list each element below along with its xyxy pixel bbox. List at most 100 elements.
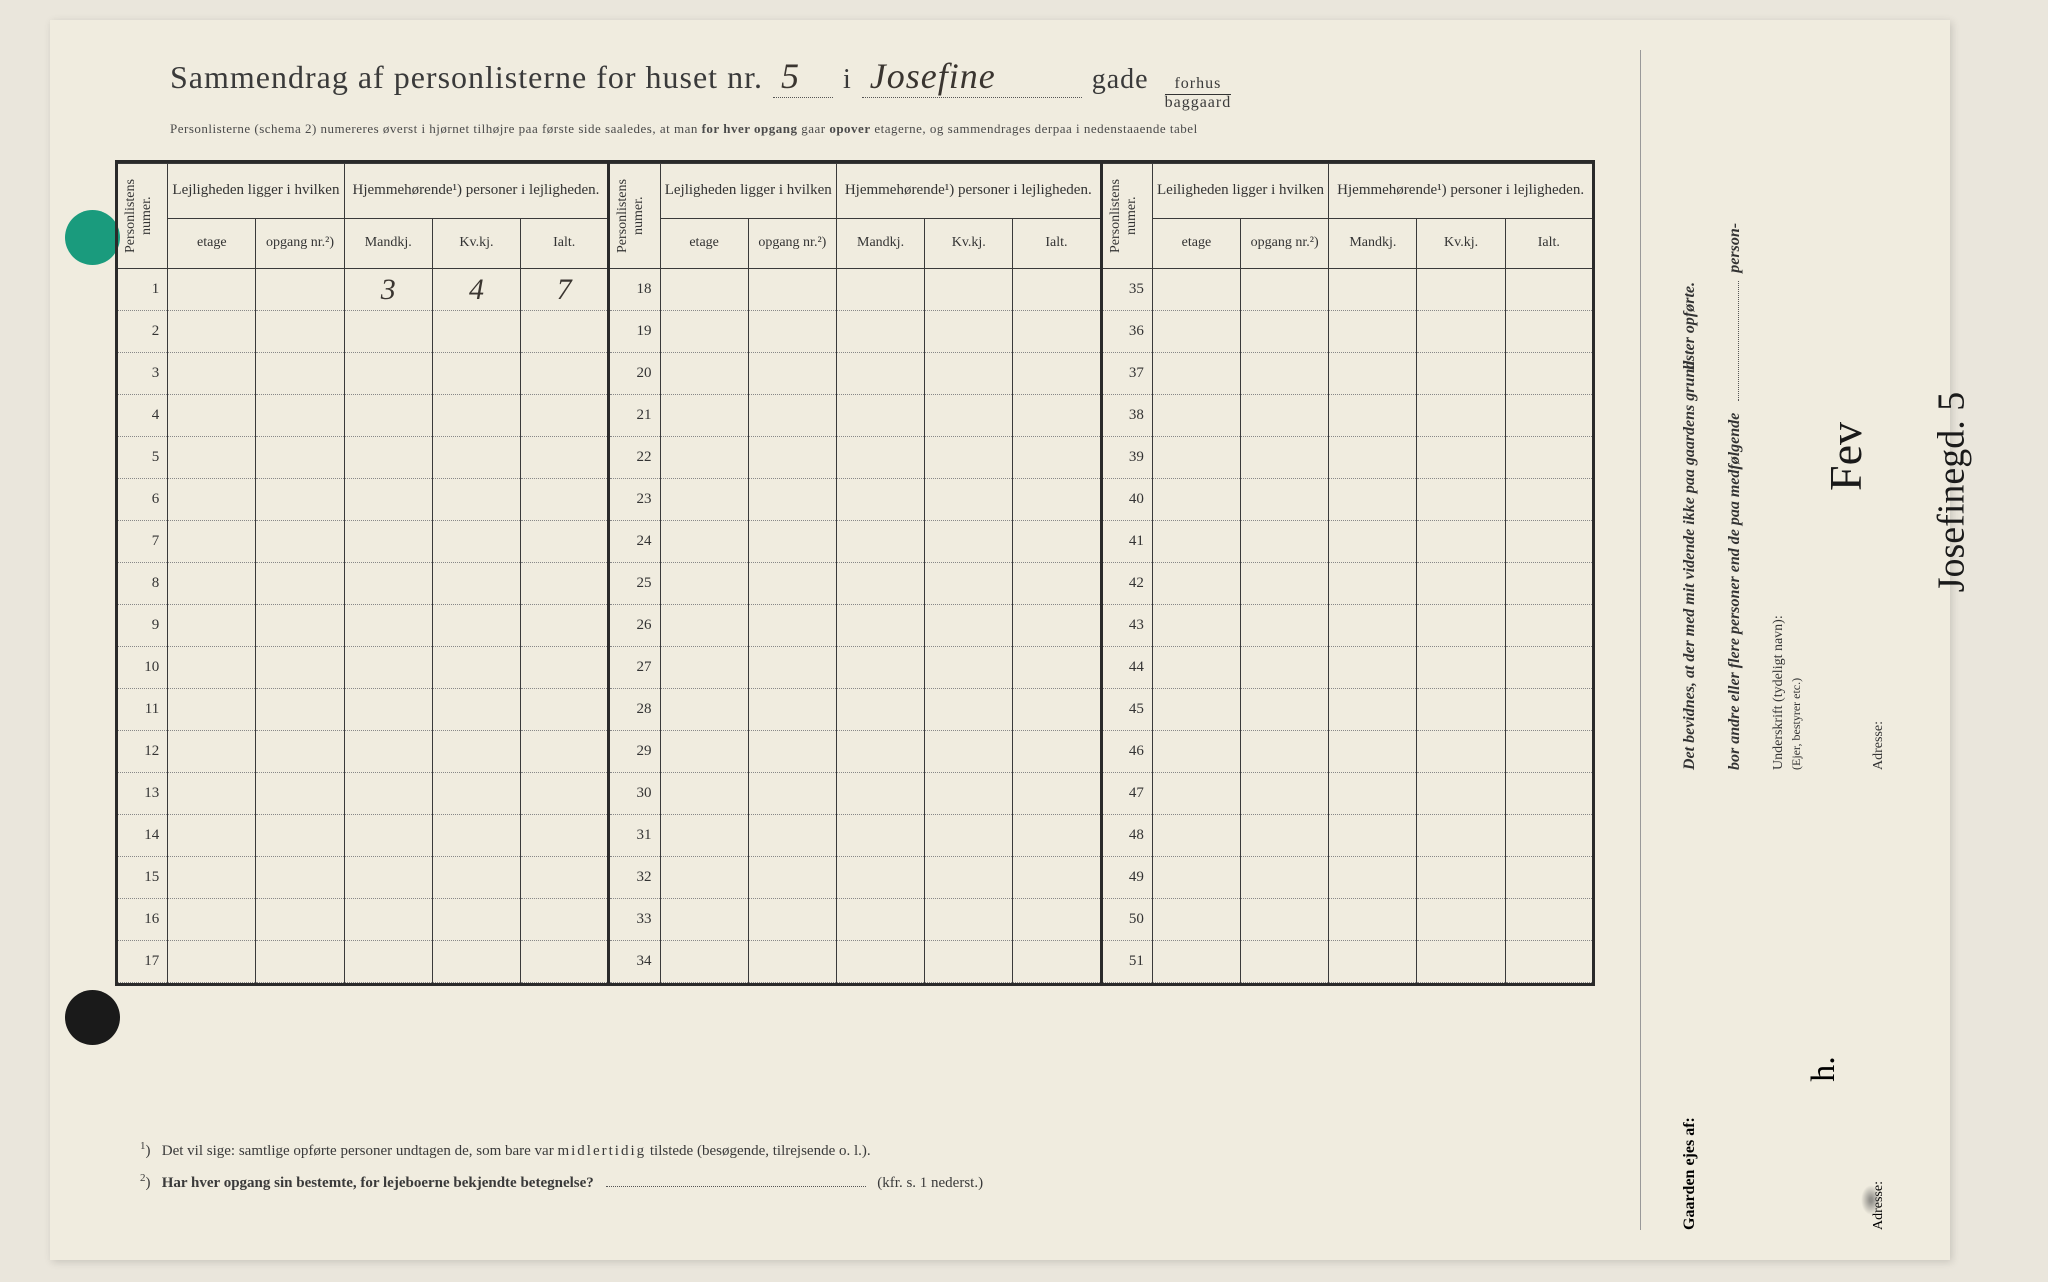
- table-cell: [1505, 689, 1593, 731]
- table-cell: [748, 563, 836, 605]
- table-cell: [836, 395, 924, 437]
- table-cell: [344, 353, 432, 395]
- table-cell: [1013, 437, 1101, 479]
- table-cell: [256, 689, 344, 731]
- table-body: 1347183521936320374213852239623407244182…: [117, 269, 1594, 983]
- footnotes: 1) Det vil sige: samtlige opførte person…: [140, 1140, 1540, 1204]
- table-cell: [836, 647, 924, 689]
- table-cell: [1505, 311, 1593, 353]
- table-cell: 13: [117, 773, 168, 815]
- table-cell: [1241, 647, 1329, 689]
- table-cell: [521, 731, 609, 773]
- table-cell: [748, 437, 836, 479]
- table-cell: [925, 899, 1013, 941]
- sub-etage-3: etage: [1152, 218, 1240, 268]
- table-cell: 4: [117, 395, 168, 437]
- table-cell: 45: [1101, 689, 1152, 731]
- table-cell: 6: [117, 479, 168, 521]
- table-cell: [1329, 563, 1417, 605]
- sub-opgang-2: opgang nr.²): [748, 218, 836, 268]
- table-cell: [256, 731, 344, 773]
- header-block: Sammendrag af personlisterne for huset n…: [170, 55, 1550, 137]
- table-row: 163350: [117, 899, 1594, 941]
- table-cell: 49: [1101, 857, 1152, 899]
- attestation-line3: lister opførte.: [1681, 282, 1699, 370]
- table-cell: [1417, 479, 1505, 521]
- table-cell: [168, 479, 256, 521]
- side-line2: bor andre eller flere personer end de pa…: [1726, 413, 1743, 770]
- table-cell: 22: [609, 437, 660, 479]
- table-cell: [256, 479, 344, 521]
- table-cell: [1241, 269, 1329, 311]
- table-cell: [432, 605, 520, 647]
- table-cell: [521, 311, 609, 353]
- sub-mandkj-1: Mandkj.: [344, 218, 432, 268]
- table-cell: [521, 479, 609, 521]
- table-cell: [660, 521, 748, 563]
- table-cell: [925, 479, 1013, 521]
- col-hjemme-3: Hjemmehørende¹) personer i lejligheden.: [1329, 164, 1594, 219]
- table-row: 102744: [117, 647, 1594, 689]
- table-cell: 33: [609, 899, 660, 941]
- table-cell: [432, 815, 520, 857]
- table-cell: 18: [609, 269, 660, 311]
- table-cell: [432, 521, 520, 563]
- table-cell: [1241, 899, 1329, 941]
- table-cell: [1013, 647, 1101, 689]
- table-cell: [1417, 815, 1505, 857]
- table-cell: [660, 269, 748, 311]
- table-cell: [344, 773, 432, 815]
- table-cell: [1013, 269, 1101, 311]
- table-cell: [256, 815, 344, 857]
- table-cell: [1241, 395, 1329, 437]
- side-line3: lister opførte.: [1681, 282, 1698, 370]
- word-i: i: [843, 64, 852, 96]
- subtext-b: for hver opgang: [702, 121, 798, 136]
- table-cell: [1152, 647, 1240, 689]
- title-line: Sammendrag af personlisterne for huset n…: [170, 55, 1550, 111]
- table-cell: [1013, 857, 1101, 899]
- table-cell: [1417, 437, 1505, 479]
- table-cell: [168, 353, 256, 395]
- table-row: 62340: [117, 479, 1594, 521]
- table-cell: 47: [1101, 773, 1152, 815]
- table-cell: [1329, 479, 1417, 521]
- fraction-bottom: baggaard: [1165, 95, 1232, 111]
- table-cell: 10: [117, 647, 168, 689]
- table-cell: [521, 689, 609, 731]
- table-cell: [1241, 815, 1329, 857]
- table-cell: [1013, 899, 1101, 941]
- table-cell: [1013, 689, 1101, 731]
- table-cell: [1329, 521, 1417, 563]
- table-cell: [1505, 857, 1593, 899]
- table-cell: [925, 437, 1013, 479]
- table-cell: [1241, 521, 1329, 563]
- col-personlistens-2: Personlistens numer.: [613, 166, 649, 266]
- table-cell: 35: [1101, 269, 1152, 311]
- table-cell: [660, 815, 748, 857]
- attestation-line2: bor andre eller flere personer end de pa…: [1726, 70, 1744, 770]
- table-cell: [256, 647, 344, 689]
- table-cell: [1417, 269, 1505, 311]
- signature: Fev: [1819, 422, 1872, 491]
- punch-hole-black: [65, 990, 120, 1045]
- table-cell: [748, 689, 836, 731]
- table-cell: [1241, 941, 1329, 983]
- footnote-1: 1) Det vil sige: samtlige opførte person…: [140, 1140, 1540, 1160]
- table-cell: [836, 605, 924, 647]
- table-row: 42138: [117, 395, 1594, 437]
- table-cell: [1329, 395, 1417, 437]
- adresse-label: Adresse:: [1871, 70, 1887, 770]
- table-cell: [660, 689, 748, 731]
- side-line2b: person-: [1726, 223, 1743, 273]
- table-cell: [1152, 773, 1240, 815]
- table-cell: [925, 731, 1013, 773]
- table-cell: [521, 857, 609, 899]
- table-cell: [836, 353, 924, 395]
- table-cell: [1329, 269, 1417, 311]
- table-cell: [521, 941, 609, 983]
- census-table: Personlistens numer. Lejligheden ligger …: [115, 160, 1595, 986]
- subtext-d: opover: [829, 121, 870, 136]
- table-cell: [256, 311, 344, 353]
- table-cell: [1505, 395, 1593, 437]
